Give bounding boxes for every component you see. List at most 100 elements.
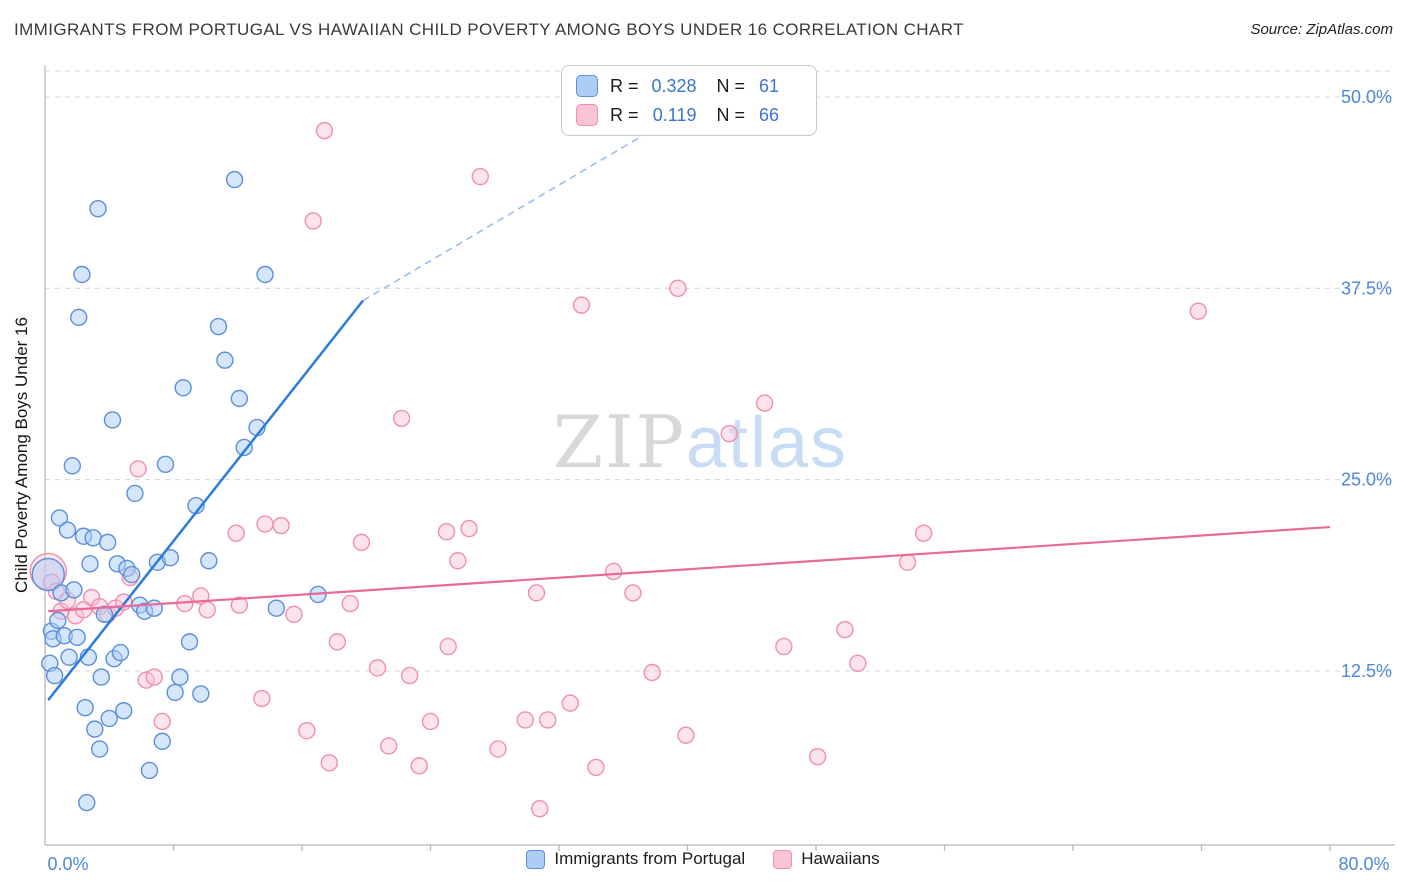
data-point-hawaiians[interactable]	[527, 584, 546, 602]
data-point-portugal[interactable]	[70, 308, 88, 327]
data-point-hawaiians[interactable]	[914, 524, 933, 542]
data-point-hawaiians[interactable]	[460, 519, 478, 538]
data-point-hawaiians[interactable]	[380, 737, 398, 755]
data-point-portugal[interactable]	[92, 668, 110, 686]
data-point-portugal[interactable]	[100, 709, 118, 728]
data-point-hawaiians[interactable]	[368, 659, 387, 677]
data-point-portugal[interactable]	[216, 351, 234, 369]
data-point-portugal[interactable]	[174, 379, 192, 397]
data-point-portugal[interactable]	[49, 611, 67, 630]
data-point-portugal[interactable]	[90, 740, 109, 758]
data-point-hawaiians[interactable]	[587, 758, 605, 777]
legend-item-hawaiians[interactable]: Hawaiians	[773, 849, 880, 869]
data-point-portugal[interactable]	[156, 455, 175, 474]
data-point-portugal[interactable]	[89, 199, 107, 218]
data-point-portugal[interactable]	[81, 555, 99, 573]
data-point-portugal[interactable]	[73, 265, 91, 284]
data-point-hawaiians[interactable]	[836, 620, 854, 639]
data-point-hawaiians[interactable]	[410, 757, 428, 775]
data-point-hawaiians[interactable]	[449, 552, 467, 570]
data-point-hawaiians[interactable]	[720, 425, 738, 443]
data-point-portugal[interactable]	[95, 605, 114, 624]
data-point-hawaiians[interactable]	[341, 594, 359, 613]
data-point-hawaiians[interactable]	[439, 637, 457, 656]
data-point-portugal[interactable]	[60, 648, 78, 666]
data-point-hawaiians[interactable]	[898, 553, 917, 571]
data-point-portugal[interactable]	[161, 548, 179, 567]
data-point-portugal[interactable]	[126, 484, 144, 503]
data-point-hawaiians[interactable]	[572, 296, 591, 314]
data-point-hawaiians[interactable]	[272, 516, 290, 535]
data-point-hawaiians[interactable]	[775, 637, 793, 656]
data-point-hawaiians[interactable]	[320, 754, 339, 772]
data-point-hawaiians[interactable]	[421, 712, 440, 731]
data-point-hawaiians[interactable]	[516, 711, 534, 729]
data-point-portugal[interactable]	[86, 720, 104, 738]
data-point-portugal[interactable]	[140, 761, 159, 780]
legend-item-portugal[interactable]: Immigrants from Portugal	[526, 849, 745, 869]
data-point-hawaiians[interactable]	[328, 633, 347, 651]
data-point-portugal[interactable]	[200, 552, 218, 570]
data-point-hawaiians[interactable]	[677, 726, 695, 744]
data-point-portugal[interactable]	[98, 533, 117, 552]
data-point-portugal[interactable]	[123, 565, 141, 584]
data-point-hawaiians[interactable]	[849, 654, 867, 673]
data-point-portugal[interactable]	[209, 317, 228, 336]
data-point-hawaiians[interactable]	[400, 666, 419, 685]
data-point-hawaiians[interactable]	[489, 740, 507, 758]
data-point-portugal[interactable]	[192, 685, 210, 703]
data-point-portugal[interactable]	[180, 633, 199, 651]
data-point-portugal[interactable]	[230, 389, 249, 408]
data-point-portugal[interactable]	[31, 557, 65, 592]
data-point-portugal[interactable]	[166, 683, 184, 702]
data-point-hawaiians[interactable]	[531, 800, 549, 818]
data-point-hawaiians[interactable]	[392, 409, 411, 428]
data-point-hawaiians[interactable]	[437, 522, 456, 541]
data-point-hawaiians[interactable]	[153, 712, 171, 731]
data-point-portugal[interactable]	[103, 411, 122, 429]
data-point-hawaiians[interactable]	[285, 605, 303, 624]
data-point-portugal[interactable]	[45, 666, 64, 685]
y-tick-label: 50.0%	[1341, 87, 1392, 107]
data-point-portugal[interactable]	[84, 529, 102, 547]
plot-layers: 50.0% 37.5% 25.0% 12.5%	[29, 65, 1395, 851]
data-point-hawaiians[interactable]	[253, 689, 271, 708]
data-point-hawaiians[interactable]	[129, 460, 147, 478]
data-point-portugal[interactable]	[65, 581, 83, 599]
data-point-hawaiians[interactable]	[227, 524, 245, 542]
data-point-portugal[interactable]	[58, 521, 77, 539]
data-point-portugal[interactable]	[50, 509, 69, 527]
data-point-hawaiians[interactable]	[624, 584, 642, 602]
data-point-portugal[interactable]	[153, 732, 171, 751]
data-point-hawaiians[interactable]	[198, 601, 216, 619]
data-point-portugal[interactable]	[68, 628, 86, 646]
data-point-hawaiians[interactable]	[539, 711, 557, 729]
data-point-hawaiians[interactable]	[561, 694, 579, 712]
data-point-hawaiians[interactable]	[298, 721, 316, 740]
data-point-hawaiians[interactable]	[352, 533, 371, 552]
data-point-hawaiians[interactable]	[256, 515, 274, 533]
data-point-hawaiians[interactable]	[315, 121, 334, 140]
data-point-hawaiians[interactable]	[1189, 302, 1207, 320]
data-point-hawaiians[interactable]	[471, 167, 489, 186]
data-point-portugal[interactable]	[145, 599, 163, 617]
data-point-hawaiians[interactable]	[669, 279, 687, 297]
data-point-portugal[interactable]	[111, 643, 130, 662]
data-point-portugal[interactable]	[115, 702, 133, 720]
data-point-portugal[interactable]	[225, 170, 244, 189]
data-point-portugal[interactable]	[256, 265, 274, 284]
data-point-hawaiians[interactable]	[145, 668, 163, 686]
data-point-hawaiians[interactable]	[755, 394, 774, 412]
data-point-portugal[interactable]	[171, 668, 189, 686]
legend-swatch-hawaiians-icon	[773, 849, 793, 869]
data-point-hawaiians[interactable]	[808, 747, 827, 766]
data-point-portugal[interactable]	[235, 438, 253, 457]
data-point-hawaiians[interactable]	[230, 596, 249, 614]
data-point-portugal[interactable]	[63, 457, 82, 475]
data-point-portugal[interactable]	[267, 599, 285, 617]
data-point-hawaiians[interactable]	[304, 212, 322, 230]
data-point-portugal[interactable]	[76, 698, 94, 717]
data-point-hawaiians[interactable]	[643, 663, 661, 682]
data-point-hawaiians[interactable]	[604, 562, 623, 581]
data-point-portugal[interactable]	[78, 793, 96, 812]
